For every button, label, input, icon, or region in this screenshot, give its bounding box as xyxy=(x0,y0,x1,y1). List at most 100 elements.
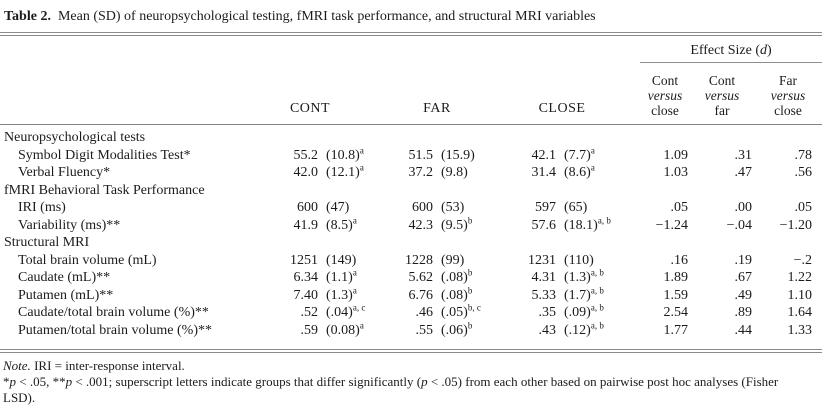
superscript: a xyxy=(352,267,357,278)
cell-es-cont-vs-close: 2.54 xyxy=(663,305,689,320)
cell-far-mean: 600 xyxy=(412,200,433,215)
superscript: a xyxy=(590,162,595,173)
cell-close-mean: 4.31 xyxy=(531,270,557,285)
sd-value: (.05) xyxy=(441,305,468,320)
cell-es-cont-vs-close: 1.89 xyxy=(663,270,689,285)
cell-cont-sd: (8.5)a xyxy=(320,215,390,235)
section-label: Structural MRI xyxy=(4,235,90,250)
column-header-cont: CONT xyxy=(256,62,390,125)
table-row: Total brain volume (mL) 1251 (149) 1228 … xyxy=(0,252,822,270)
note-line-2: *p < .05, **p < .001; superscript letter… xyxy=(3,374,818,390)
cell-cont-sd: (47) xyxy=(320,199,390,217)
table-header: Effect Size (d) CONT FAR CLOSE Cont vers… xyxy=(0,36,822,125)
sd-value: (1.3) xyxy=(564,270,591,285)
cell-far-mean: 6.76 xyxy=(408,287,434,303)
sd-value: (.04) xyxy=(326,305,353,320)
cell-es-far-vs-close: 1.22 xyxy=(787,270,813,285)
cell-far-mean: 37.2 xyxy=(408,165,434,180)
cell-far-sd: (15.9) xyxy=(435,147,510,165)
table-row: IRI (ms) 600 (47) 600 (53) 597 (65) .05 … xyxy=(0,199,822,217)
table-body: Neuropsychological tests Symbol Digit Mo… xyxy=(0,125,822,350)
cell-far-sd: (.06)b xyxy=(435,320,510,350)
cell-close-mean: 42.1 xyxy=(531,147,557,163)
superscript: a xyxy=(590,144,595,155)
cell-es-far-vs-close: −1.20 xyxy=(779,217,813,233)
cell-cont-sd: (1.3)a xyxy=(320,284,390,305)
cell-es-cont-vs-close: 1.77 xyxy=(663,322,689,338)
cell-cont-mean: .52 xyxy=(300,305,319,320)
cell-es-cont-vs-close: 1.59 xyxy=(663,287,689,303)
header-line: versus xyxy=(770,88,806,103)
cell-es-cont-vs-far: .47 xyxy=(734,165,753,180)
header-line: Cont xyxy=(708,73,736,88)
row-label: Symbol Digit Modalities Test* xyxy=(18,147,191,163)
row-label: Variability (ms)** xyxy=(18,217,121,233)
superscript: a xyxy=(359,319,364,330)
cell-es-cont-vs-far: .44 xyxy=(734,322,753,338)
section-label: fMRI Behavioral Task Performance xyxy=(4,182,205,198)
cell-far-sd: (.08)b xyxy=(435,285,510,305)
effect-size-header: Effect Size (d) xyxy=(640,36,822,63)
cell-far-sd: (99) xyxy=(435,252,510,270)
cell-far-sd: (53) xyxy=(435,199,510,217)
cell-cont-sd: (.04)a, c xyxy=(320,302,390,322)
table-row: Caudate/total brain volume (%)** .52 (.0… xyxy=(0,302,822,322)
cell-cont-sd: (0.08)a xyxy=(320,319,390,350)
cell-es-cont-vs-close: −1.24 xyxy=(655,217,688,233)
sd-value: (15.9) xyxy=(441,147,475,163)
text-segment: < .001; superscript letters indicate gro… xyxy=(72,374,422,389)
superscript: a, b xyxy=(590,302,604,313)
header-spacer xyxy=(0,36,640,63)
sd-value: (.09) xyxy=(564,305,591,320)
text-segment: IRI = inter-response interval. xyxy=(30,358,185,373)
cell-close-mean: 1231 xyxy=(528,252,556,268)
sd-value: (.06) xyxy=(441,322,468,338)
superscript: a, c xyxy=(352,302,366,313)
sd-value: (10.8) xyxy=(326,147,360,163)
cell-close-sd: (.12)a, b xyxy=(558,319,640,350)
row-label: Putamen/total brain volume (%)** xyxy=(18,322,213,338)
cell-cont-mean: .59 xyxy=(300,322,319,338)
table-top-rule xyxy=(0,32,822,36)
cell-far-sd: (.08)b xyxy=(435,268,510,287)
cell-close-sd: (110) xyxy=(558,252,640,270)
cell-cont-sd: (12.1)a xyxy=(320,163,390,182)
row-label: Caudate (mL)** xyxy=(18,270,111,285)
text-segment: Effect Size ( xyxy=(690,43,761,58)
superscript: a xyxy=(352,284,357,295)
row-label: Verbal Fluency* xyxy=(18,165,111,180)
cell-es-far-vs-close: 1.33 xyxy=(787,322,813,338)
cell-es-far-vs-close: 1.64 xyxy=(787,305,813,320)
row-label: Caudate/total brain volume (%)** xyxy=(18,305,209,320)
cell-es-cont-vs-close: 1.09 xyxy=(663,147,689,163)
cell-close-sd: (8.6)a xyxy=(558,162,640,182)
cell-cont-sd: (1.1)a xyxy=(320,267,390,287)
header-spacer xyxy=(0,62,256,125)
row-label: Putamen (mL)** xyxy=(18,287,114,303)
column-header-cont-vs-close: Cont versus close xyxy=(640,62,690,125)
sd-value: (.08) xyxy=(441,270,468,285)
row-label: IRI (ms) xyxy=(18,200,66,215)
sd-value: (149) xyxy=(326,252,357,268)
cell-es-far-vs-close: 1.10 xyxy=(787,287,813,303)
sd-value: (.08) xyxy=(441,287,468,303)
cell-close-mean: 597 xyxy=(535,200,556,215)
cell-es-cont-vs-far: .89 xyxy=(734,305,753,320)
cell-close-mean: 57.6 xyxy=(531,217,557,233)
cell-es-far-vs-close: .56 xyxy=(794,165,813,180)
cell-close-mean: 5.33 xyxy=(531,287,557,303)
cell-cont-mean: 7.40 xyxy=(293,287,319,303)
sd-value: (18.1) xyxy=(564,217,598,233)
cell-es-far-vs-close: .05 xyxy=(794,200,813,215)
column-header-cont-vs-far: Cont versus far xyxy=(690,62,754,125)
superscript: a, b xyxy=(590,319,604,330)
cell-far-mean: .46 xyxy=(415,305,434,320)
sd-value: (110) xyxy=(564,252,594,268)
table-row: Caudate (mL)** 6.34 (1.1)a 5.62 (.08)b 4… xyxy=(0,267,822,287)
sd-value: (53) xyxy=(441,200,465,215)
cell-close-mean: 31.4 xyxy=(531,165,557,180)
cell-far-mean: 42.3 xyxy=(408,217,434,233)
section-row: Structural MRI xyxy=(0,234,822,252)
sd-value: (7.7) xyxy=(564,147,591,163)
cell-close-sd: (65) xyxy=(558,199,640,217)
